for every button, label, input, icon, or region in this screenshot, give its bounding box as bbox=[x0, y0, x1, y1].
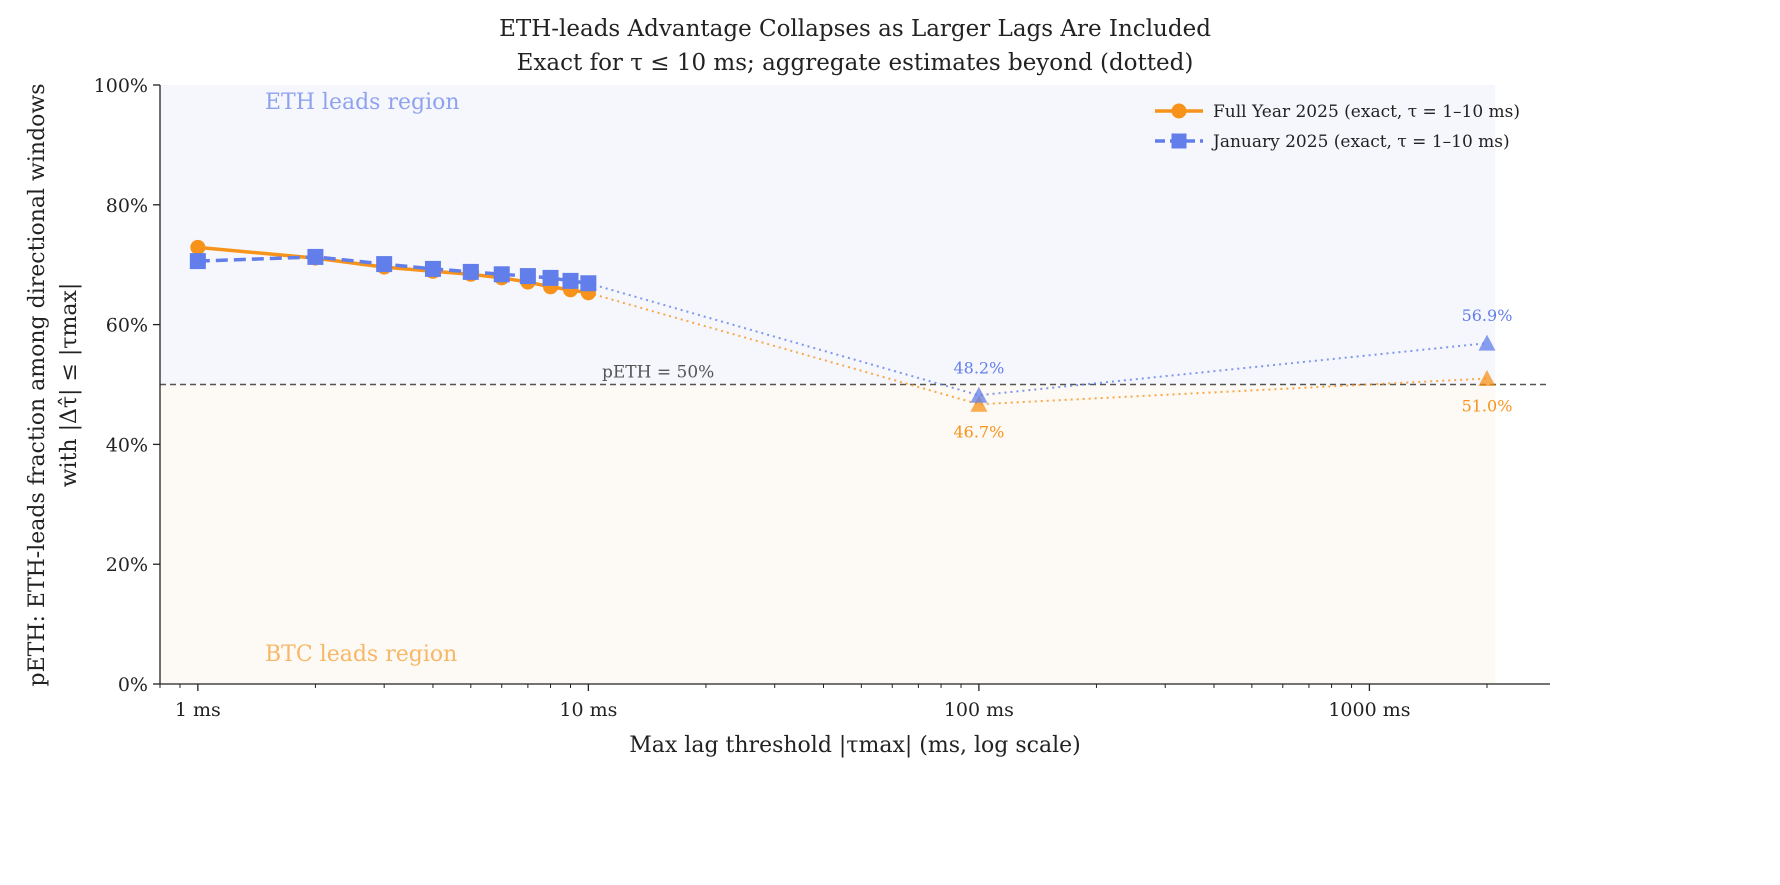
x-tick-label: 10 ms bbox=[559, 699, 617, 721]
data-point-0 bbox=[190, 239, 206, 255]
y-axis-label-line2: with |Δτ̂| ≤ |τmax| bbox=[57, 283, 82, 488]
data-point-1 bbox=[307, 248, 324, 265]
x-tick-label: 1000 ms bbox=[1328, 699, 1410, 721]
x-tick-label: 100 ms bbox=[944, 699, 1014, 721]
data-point-1 bbox=[462, 263, 479, 280]
legend-label-1: January 2025 (exact, τ = 1–10 ms) bbox=[1211, 132, 1510, 152]
series-line-1 bbox=[197, 255, 589, 286]
y-tick-label: 0% bbox=[118, 674, 148, 696]
btc-leads-region-label: BTC leads region bbox=[265, 642, 457, 667]
estimate-point-0 bbox=[1478, 370, 1496, 387]
estimate-label-0: 46.7% bbox=[953, 422, 1004, 441]
y-tick-label: 20% bbox=[106, 554, 148, 576]
series-line-0 bbox=[197, 245, 589, 295]
chart-title: ETH-leads Advantage Collapses as Larger … bbox=[499, 16, 1211, 42]
data-point-1 bbox=[542, 269, 559, 286]
legend-label-0: Full Year 2025 (exact, τ = 1–10 ms) bbox=[1213, 102, 1520, 122]
estimate-line-0 bbox=[588, 291, 1488, 406]
estimate-label-0: 51.0% bbox=[1462, 397, 1513, 416]
data-point-1 bbox=[376, 256, 393, 273]
data-point-1 bbox=[189, 253, 206, 270]
y-tick-label: 80% bbox=[106, 195, 148, 217]
data-point-1 bbox=[424, 260, 441, 277]
estimate-point-0 bbox=[970, 395, 988, 412]
chart-subtitle: Exact for τ ≤ 10 ms; aggregate estimates… bbox=[517, 50, 1194, 76]
eth-leads-region-label: ETH leads region bbox=[265, 90, 460, 115]
x-tick-label: 1 ms bbox=[175, 699, 221, 721]
data-point-1 bbox=[519, 268, 536, 285]
estimate-label-1: 56.9% bbox=[1462, 306, 1513, 325]
x-axis-label: Max lag threshold |τmax| (ms, log scale) bbox=[629, 733, 1080, 758]
y-axis-label: pETH: ETH-leads fraction among direction… bbox=[25, 83, 50, 686]
y-tick-label: 60% bbox=[106, 315, 148, 337]
data-point-1 bbox=[493, 266, 510, 283]
y-tick-label: 40% bbox=[106, 434, 148, 456]
legend-marker-1 bbox=[1171, 133, 1187, 149]
estimate-point-1 bbox=[1478, 334, 1496, 351]
y-tick-label: 100% bbox=[94, 75, 148, 97]
legend-marker-0 bbox=[1171, 103, 1187, 119]
estimate-label-1: 48.2% bbox=[953, 358, 1004, 377]
reference-line-label: pETH = 50% bbox=[602, 363, 714, 383]
estimate-point-1 bbox=[970, 386, 988, 403]
btc-leads-region bbox=[160, 384, 1496, 684]
data-point-1 bbox=[562, 272, 579, 289]
eth-leads-region bbox=[160, 85, 1496, 385]
data-point-1 bbox=[580, 275, 597, 292]
